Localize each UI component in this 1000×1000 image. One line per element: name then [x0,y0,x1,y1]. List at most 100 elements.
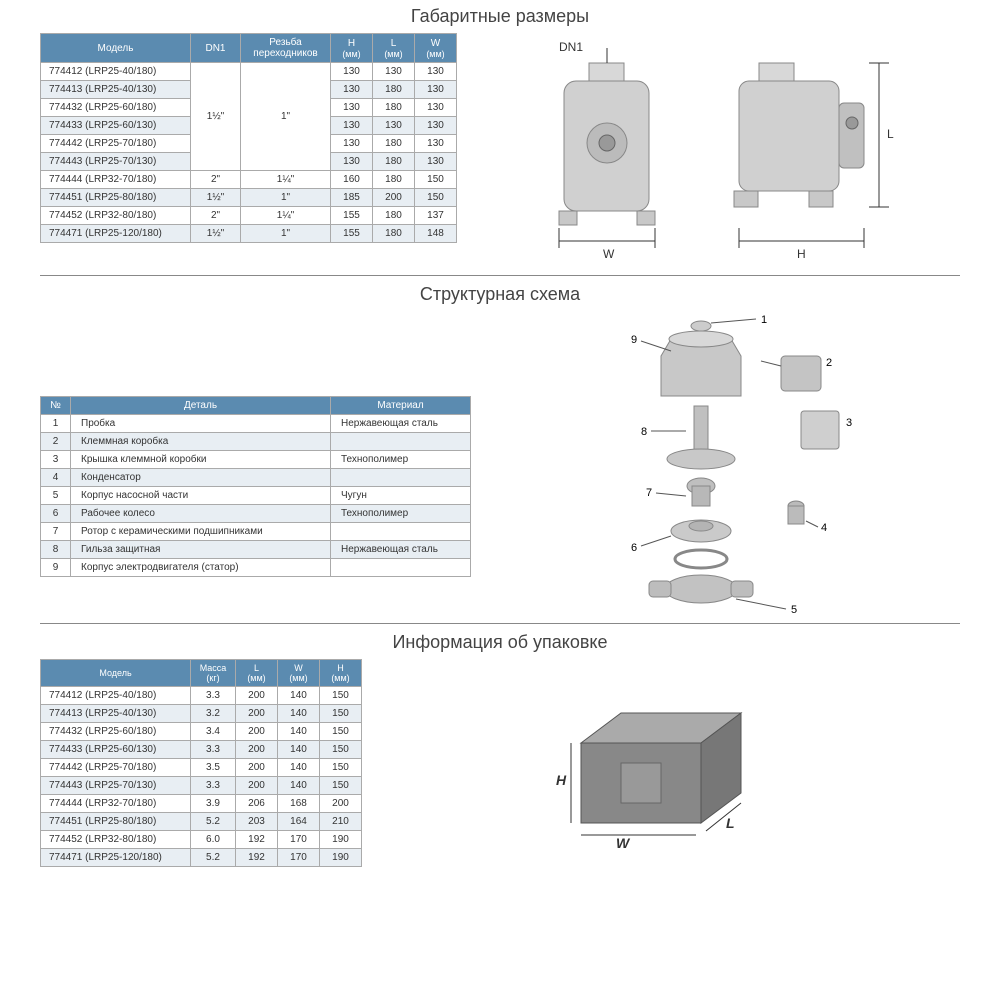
box-label-l: L [726,815,735,831]
table-row: 7Ротор с керамическими подшипниками [41,522,471,540]
thread-cell: 1" [241,63,331,171]
part-name: Крышка клеммной коробки [71,450,331,468]
value-cell: 200 [373,189,415,207]
table-row: 774444 (LRP32-70/180)3.9206168200 [41,795,362,813]
model-cell: 774452 (LRP32-80/180) [41,207,191,225]
table-row: 774413 (LRP25-40/130)3.2200140150 [41,705,362,723]
value-cell: 190 [320,849,362,867]
value-cell: 150 [320,723,362,741]
dimensions-table: МодельDN1РезьбапереходниковH(мм)L(мм)W(м… [40,33,457,243]
model-cell: 774471 (LRP25-120/180) [41,849,191,867]
value-cell: 192 [236,831,278,849]
model-cell: 774432 (LRP25-60/180) [41,99,191,117]
box-label-w: W [616,835,631,851]
label-l: L [887,127,894,141]
table-row: 5Корпус насосной частиЧугун [41,486,471,504]
dim-header: DN1 [191,34,241,63]
part-num: 6 [41,504,71,522]
packaging-section: МодельМасса(кг)L(мм)W(мм)H(мм)774412 (LR… [0,659,1000,867]
exploded-diagram-wrap: 1 9 2 3 8 [471,311,960,621]
value-cell: 170 [278,849,320,867]
value-cell: 164 [278,813,320,831]
dn1-cell: 1½" [191,225,241,243]
part-name: Ротор с керамическими подшипниками [71,522,331,540]
part-material [331,468,471,486]
value-cell: 150 [415,171,457,189]
value-cell: 3.5 [191,759,236,777]
label-w: W [603,247,615,261]
value-cell: 185 [331,189,373,207]
value-cell: 200 [320,795,362,813]
value-cell: 140 [278,741,320,759]
model-cell: 774444 (LRP32-70/180) [41,795,191,813]
value-cell: 203 [236,813,278,831]
thread-cell: 1" [241,189,331,207]
value-cell: 3.9 [191,795,236,813]
value-cell: 160 [331,171,373,189]
thread-cell: 1" [241,225,331,243]
table-row: 774451 (LRP25-80/180)1½"1"185200150 [41,189,457,207]
box-diagram-wrap: H W L [362,659,960,867]
pack-header: W(мм) [278,660,320,687]
exploded-diagram: 1 9 2 3 8 [526,311,906,621]
model-cell: 774413 (LRP25-40/130) [41,705,191,723]
value-cell: 155 [331,207,373,225]
model-cell: 774432 (LRP25-60/180) [41,723,191,741]
callout-8: 8 [641,426,647,438]
value-cell: 140 [278,723,320,741]
value-cell: 130 [331,99,373,117]
pack-header: H(мм) [320,660,362,687]
table-row: 6Рабочее колесоТехнополимер [41,504,471,522]
table-row: 774444 (LRP32-70/180)2"1¼"160180150 [41,171,457,189]
part-material [331,522,471,540]
table-row: 774452 (LRP32-80/180)6.0192170190 [41,831,362,849]
value-cell: 180 [373,135,415,153]
value-cell: 3.2 [191,705,236,723]
parts-header: Материал [331,396,471,414]
value-cell: 200 [236,759,278,777]
table-row: 774433 (LRP25-60/130)3.3200140150 [41,741,362,759]
structure-section: №ДетальМатериал1ПробкаНержавеющая сталь2… [0,311,1000,621]
table-row: 774471 (LRP25-120/180)1½"1"155180148 [41,225,457,243]
value-cell: 150 [320,759,362,777]
table-row: 1ПробкаНержавеющая сталь [41,414,471,432]
dimensions-table-wrap: МодельDN1РезьбапереходниковH(мм)L(мм)W(м… [40,33,457,273]
value-cell: 180 [373,225,415,243]
dn1-cell: 1½" [191,189,241,207]
callout-3: 3 [846,417,852,429]
dimensions-section: МодельDN1РезьбапереходниковH(мм)L(мм)W(м… [0,33,1000,273]
value-cell: 130 [415,81,457,99]
pack-header: L(мм) [236,660,278,687]
value-cell: 180 [373,153,415,171]
model-cell: 774443 (LRP25-70/130) [41,153,191,171]
part-material: Технополимер [331,450,471,468]
dim-header: L(мм) [373,34,415,63]
part-material [331,432,471,450]
value-cell: 148 [415,225,457,243]
part-num: 2 [41,432,71,450]
packaging-table: МодельМасса(кг)L(мм)W(мм)H(мм)774412 (LR… [40,659,362,867]
model-cell: 774433 (LRP25-60/130) [41,741,191,759]
value-cell: 168 [278,795,320,813]
value-cell: 130 [415,153,457,171]
callout-9: 9 [631,334,637,346]
parts-table-wrap: №ДетальМатериал1ПробкаНержавеющая сталь2… [40,396,471,577]
part-name: Клеммная коробка [71,432,331,450]
value-cell: 180 [373,81,415,99]
part-num: 1 [41,414,71,432]
value-cell: 130 [373,117,415,135]
value-cell: 200 [236,687,278,705]
value-cell: 130 [331,81,373,99]
value-cell: 3.4 [191,723,236,741]
value-cell: 150 [415,189,457,207]
dim-header: H(мм) [331,34,373,63]
value-cell: 5.2 [191,849,236,867]
part-name: Рабочее колесо [71,504,331,522]
table-row: 774452 (LRP32-80/180)2"1¼"155180137 [41,207,457,225]
value-cell: 130 [415,117,457,135]
part-name: Конденсатор [71,468,331,486]
model-cell: 774452 (LRP32-80/180) [41,831,191,849]
model-cell: 774433 (LRP25-60/130) [41,117,191,135]
value-cell: 190 [320,831,362,849]
callout-4: 4 [821,522,827,534]
